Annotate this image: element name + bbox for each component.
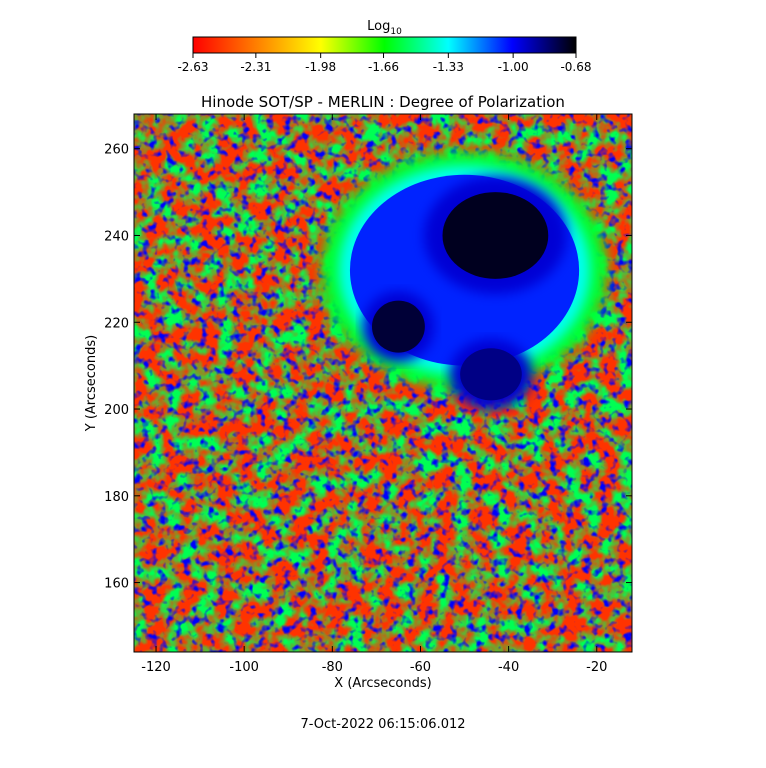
x-axis: -120 -100 -80 -60 -40 -20: [141, 114, 607, 675]
colorbar-tick-label: -0.68: [560, 60, 591, 74]
colorbar-label: Log10: [367, 19, 402, 37]
y-tick-label: 240: [104, 229, 129, 244]
colorbar-bar: [192, 36, 577, 54]
heatmap-features: [321, 150, 608, 410]
y-tick-label: 160: [104, 577, 129, 592]
chart-title: Hinode SOT/SP - MERLIN : Degree of Polar…: [201, 93, 565, 111]
colorbar-tick-label: -2.63: [177, 60, 208, 74]
y-axis: 160 180 200 220 240 260: [104, 143, 632, 592]
x-tick-label: -100: [229, 660, 259, 675]
y-tick-label: 260: [104, 143, 129, 158]
pore-southeast: [460, 348, 522, 401]
colorbar-tick-label: -1.33: [433, 60, 464, 74]
x-tick-label: -80: [322, 660, 343, 675]
colorbar-tick-label: -1.66: [368, 60, 399, 74]
colorbar-ticks: -2.63 -2.31 -1.98 -1.66 -1.33 -1.00 -0.68: [177, 53, 592, 74]
y-tick-label: 180: [104, 490, 129, 505]
colorbar-tick-label: -1.98: [305, 60, 336, 74]
sunspot-umbra-large: [442, 192, 549, 279]
x-tick-label: -60: [410, 660, 431, 675]
y-tick-label: 200: [104, 403, 129, 418]
colorbar-tick-label: -1.00: [498, 60, 529, 74]
sunspot-umbra-small: [371, 300, 425, 353]
x-axis-label: X (Arcseconds): [334, 676, 431, 691]
plot-frame: [133, 113, 633, 653]
colorbar-tick-label: -2.31: [240, 60, 271, 74]
x-tick-label: -40: [498, 660, 519, 675]
x-tick-label: -20: [586, 660, 607, 675]
timestamp: 7-Oct-2022 06:15:06.012: [300, 717, 465, 732]
x-tick-label: -120: [141, 660, 171, 675]
heatmap-image: [134, 114, 632, 652]
y-axis-label: Y (Arcseconds): [84, 335, 99, 432]
y-tick-label: 220: [104, 316, 129, 331]
colorbar-label-base: Log: [367, 19, 390, 34]
colorbar-label-sub: 10: [390, 27, 402, 37]
colorbar: -2.63 -2.31 -1.98 -1.66 -1.33 -1.00 -0.68 Log1…: [177, 19, 591, 74]
